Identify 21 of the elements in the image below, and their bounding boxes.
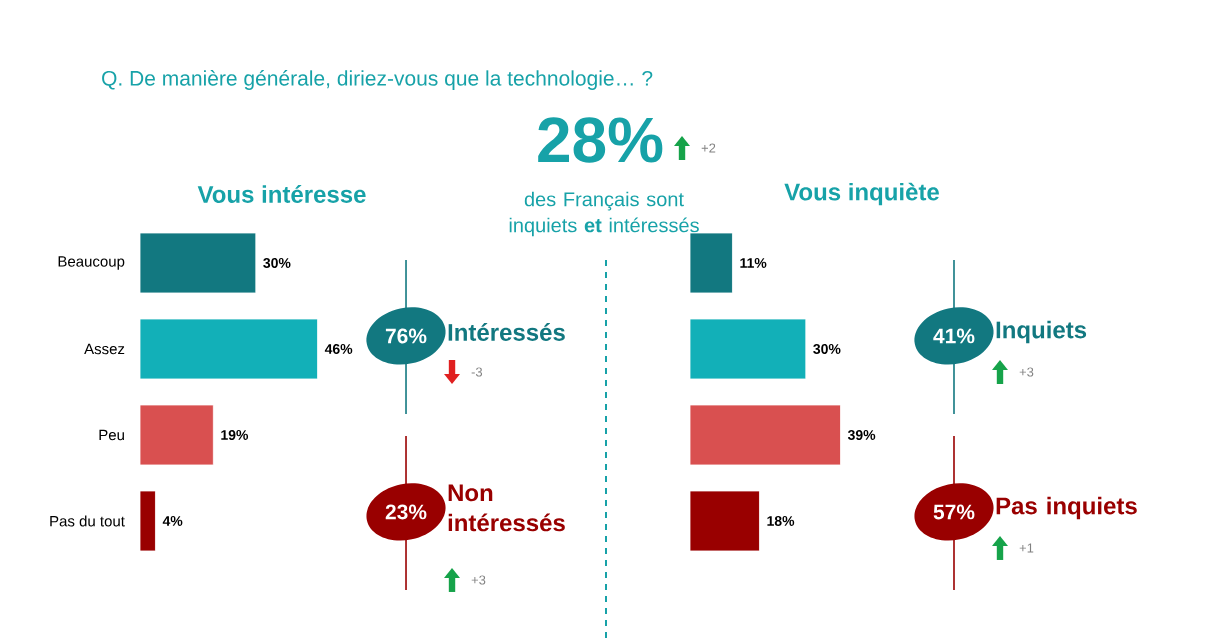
- chart-title: Vous intéresse: [197, 185, 366, 203]
- annotation: des Français sont inquiets et intéressés: [509, 191, 699, 237]
- bar: [689, 404, 841, 466]
- bar: [139, 404, 214, 466]
- bar: [689, 490, 760, 552]
- bar: [139, 318, 318, 380]
- bar: [689, 318, 807, 380]
- text: Pas inquiets: [996, 496, 1137, 520]
- text: Non intéressés: [448, 484, 565, 532]
- text: 23%: [385, 504, 427, 520]
- text: Intéressés: [448, 323, 565, 341]
- text: 28%: [538, 117, 663, 163]
- text: Q. De manière générale, diriez-vous que la technologie… ?: [102, 70, 653, 90]
- text: Inquiets: [996, 320, 1087, 344]
- bar: [139, 232, 257, 294]
- text: 41%: [933, 328, 975, 344]
- text: 76%: [385, 328, 427, 344]
- bar: [139, 490, 156, 552]
- bar: [689, 232, 733, 294]
- text: 57%: [933, 504, 975, 520]
- chart-title: Vous inquiète: [784, 182, 939, 206]
